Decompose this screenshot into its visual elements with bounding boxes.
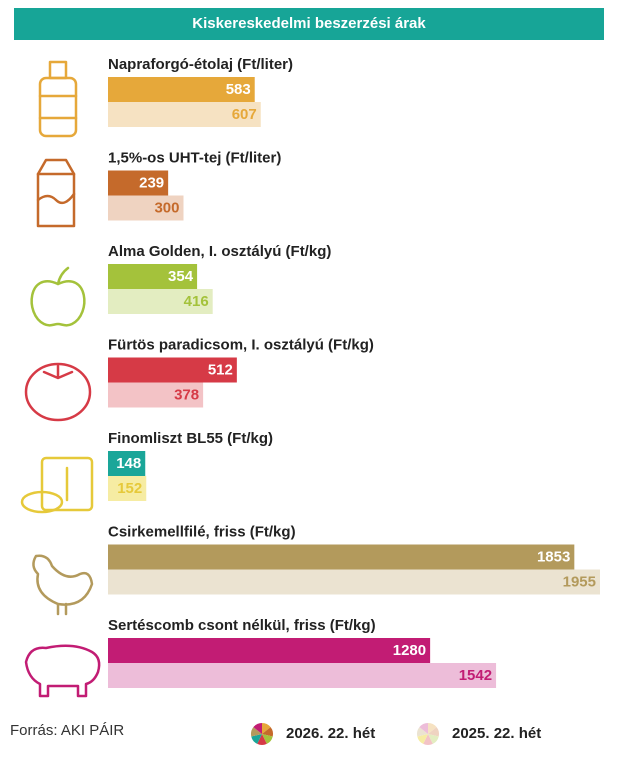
legend-swatch: [257, 734, 267, 746]
category-label: Csirkemellfilé, friss (Ft/kg): [108, 523, 296, 540]
bar: [108, 476, 147, 501]
value-label: 1955: [563, 573, 596, 590]
bar: [108, 170, 169, 196]
value-label: 239: [139, 174, 164, 191]
milk-icon: [36, 158, 76, 228]
bar: [108, 77, 255, 102]
value-label: 512: [208, 361, 233, 378]
bar: [108, 544, 575, 570]
value-label: 378: [174, 386, 199, 403]
value-label: 152: [117, 480, 142, 497]
category-label: Fürtös paradicsom, I. osztályú (Ft/kg): [108, 336, 374, 353]
bar: [108, 289, 213, 314]
source: Forrás: AKI PÁIR: [10, 722, 124, 739]
legend-swatch: [428, 727, 440, 737]
legend-swatch: [428, 734, 439, 744]
pig-icon: [24, 644, 101, 698]
legend-swatch: [416, 727, 428, 737]
legend-swatch: [262, 723, 271, 734]
bar: [108, 451, 146, 476]
value-label: 148: [116, 455, 141, 472]
bar: [108, 382, 204, 408]
value-label: 583: [226, 81, 251, 98]
legend-swatch: [262, 727, 274, 737]
bar: [108, 195, 184, 221]
value-label: 354: [168, 268, 194, 285]
category-label: 1,5%-os UHT-tej (Ft/liter): [108, 149, 281, 166]
value-label: 607: [232, 106, 257, 123]
legend-swatch: [251, 727, 262, 737]
legend-swatch: [417, 734, 428, 744]
legend-swatch: [423, 734, 433, 745]
bar: [108, 357, 237, 383]
legend-swatch: [419, 723, 428, 734]
bar: [108, 638, 431, 663]
category-label: Napraforgó-étolaj (Ft/liter): [108, 56, 293, 73]
legend-swatch: [428, 723, 437, 734]
bar: [108, 663, 497, 688]
legend-swatch: [262, 734, 273, 744]
value-label: 416: [184, 293, 209, 310]
oil-icon: [38, 60, 78, 138]
category-label: Finomliszt BL55 (Ft/kg): [108, 430, 273, 447]
category-label: Sertéscomb csont nélkül, friss (Ft/kg): [108, 617, 376, 634]
bar: [108, 264, 198, 289]
legend-label: 2026. 22. hét: [286, 725, 375, 742]
title-bar: [14, 8, 604, 40]
flour-icon: [20, 456, 94, 514]
legend-label: 2025. 22. hét: [452, 725, 541, 742]
value-label: 1280: [393, 642, 426, 659]
bar: [108, 102, 261, 127]
legend-swatch: [253, 723, 262, 734]
value-label: 1542: [459, 667, 492, 684]
value-label: 300: [154, 199, 179, 216]
value-label: 1853: [537, 548, 570, 565]
tomato-icon: [24, 362, 92, 422]
chicken-icon: [32, 554, 94, 616]
category-label: Alma Golden, I. osztályú (Ft/kg): [108, 243, 331, 260]
bar: [108, 569, 600, 595]
apple-icon: [30, 266, 86, 327]
legend-swatch: [251, 734, 262, 744]
chart-title: Kiskereskedelmi beszerzési árak: [192, 15, 426, 32]
